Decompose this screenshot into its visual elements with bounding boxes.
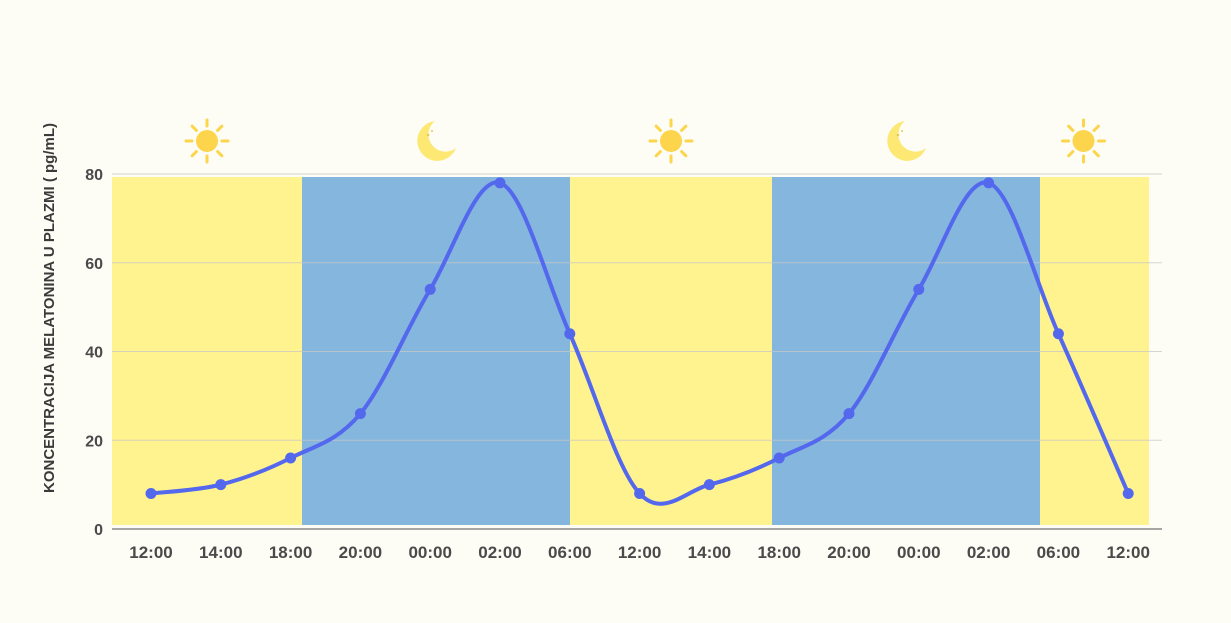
series-group xyxy=(145,177,1134,506)
data-point xyxy=(564,328,576,340)
data-point xyxy=(773,452,785,464)
data-point xyxy=(424,283,436,295)
data-point xyxy=(145,488,157,499)
data-point xyxy=(285,452,297,464)
y-tick-label: 0 xyxy=(94,522,103,539)
sun-icon xyxy=(184,118,230,164)
x-axis-ticks: 12:00 14:00 18:00 20:00 00:00 02:00 06:00 12:00… xyxy=(129,543,1150,562)
sun-icon xyxy=(1061,118,1106,164)
y-tick-label: 80 xyxy=(85,167,103,184)
y-axis-label: KONCENTRACIJA MELATONINA U PLAZMI ( pg/m… xyxy=(41,123,58,493)
x-tick-label: 20:00 xyxy=(339,543,382,562)
x-tick-label: 12:00 xyxy=(1106,543,1149,562)
x-tick-label: 06:00 xyxy=(548,543,591,562)
x-tick-label: 14:00 xyxy=(688,543,731,562)
x-tick-label: 18:00 xyxy=(757,543,800,562)
data-point xyxy=(215,479,227,491)
moon-icon xyxy=(887,121,926,161)
x-tick-label: 00:00 xyxy=(408,543,451,562)
x-tick-label: 18:00 xyxy=(269,543,312,562)
data-point xyxy=(843,408,855,420)
y-axis-ticks: 0 20 40 60 80 xyxy=(85,167,103,539)
sun-icon xyxy=(648,118,694,164)
data-point xyxy=(913,283,925,295)
data-point xyxy=(1052,328,1064,340)
x-tick-label: 02:00 xyxy=(478,543,521,562)
x-tick-label: 12:00 xyxy=(618,543,661,562)
data-point xyxy=(354,408,366,420)
x-tick-label: 14:00 xyxy=(199,543,242,562)
data-point xyxy=(634,488,646,499)
x-tick-label: 00:00 xyxy=(897,543,940,562)
y-tick-label: 60 xyxy=(85,256,103,273)
x-tick-label: 06:00 xyxy=(1037,543,1080,562)
y-tick-label: 40 xyxy=(85,345,103,362)
gridlines xyxy=(112,173,1162,530)
y-tick-label: 20 xyxy=(85,433,103,450)
data-point xyxy=(494,177,506,189)
data-point xyxy=(703,479,715,491)
data-point xyxy=(983,177,995,189)
x-tick-label: 02:00 xyxy=(967,543,1010,562)
moon-icon xyxy=(417,121,456,161)
data-point xyxy=(1122,488,1134,499)
day-night-icons xyxy=(184,118,1106,164)
x-tick-label: 20:00 xyxy=(827,543,870,562)
x-tick-label: 12:00 xyxy=(129,543,172,562)
